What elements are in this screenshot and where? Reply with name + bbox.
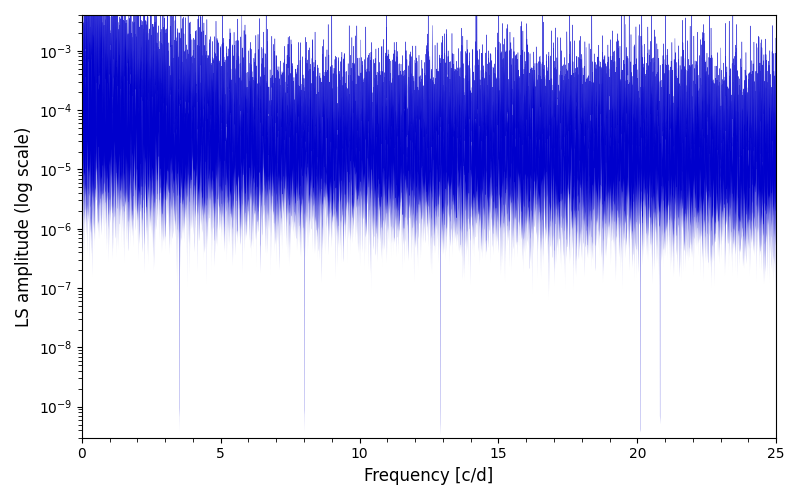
- X-axis label: Frequency [c/d]: Frequency [c/d]: [364, 467, 494, 485]
- Y-axis label: LS amplitude (log scale): LS amplitude (log scale): [15, 126, 33, 326]
